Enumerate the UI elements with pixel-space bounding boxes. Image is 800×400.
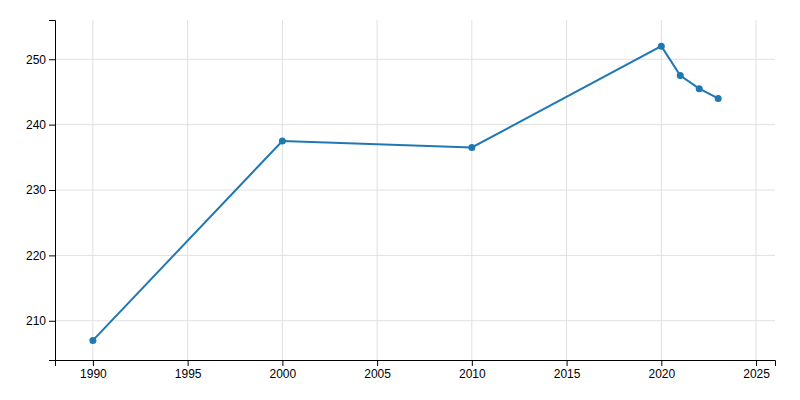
y-tick: 250 xyxy=(26,53,55,67)
y-tick-label: 240 xyxy=(26,118,46,132)
grid-line xyxy=(55,320,775,321)
x-tick-mark xyxy=(377,360,378,366)
point xyxy=(696,85,703,92)
x-axis: 1990 1995 2000 2005 2010 2015 2020 2025 xyxy=(56,360,776,381)
x-tick-mark xyxy=(567,360,568,366)
x-tick-label: 2005 xyxy=(364,367,391,381)
grid-line xyxy=(55,255,775,256)
plot: 1990 1995 2000 2005 2010 2015 2020 2025 210 220 23… xyxy=(26,20,776,381)
y-axis: 210 220 230 240 250 xyxy=(26,21,56,361)
x-tick-mark xyxy=(93,360,94,366)
line xyxy=(93,46,718,340)
x-tick-label: 2020 xyxy=(648,367,675,381)
y-tick: 230 xyxy=(26,183,55,197)
x-tick-label: 2025 xyxy=(743,367,770,381)
point xyxy=(468,144,475,151)
y-tick-label: 230 xyxy=(26,183,46,197)
grid-line xyxy=(55,59,775,60)
x-tick-label: 2010 xyxy=(459,367,486,381)
grid-line xyxy=(55,124,775,125)
x-tick: 2020 xyxy=(648,360,675,381)
point xyxy=(658,43,665,50)
x-tick-label: 2000 xyxy=(270,367,297,381)
y-tick: 220 xyxy=(26,249,55,263)
x-tick: 2005 xyxy=(364,360,391,381)
y-tick-mark xyxy=(49,125,55,126)
x-tick-label: 2015 xyxy=(554,367,581,381)
x-tick-mark xyxy=(661,360,662,366)
y-tick-mark xyxy=(49,321,55,322)
x-tick: 2015 xyxy=(554,360,581,381)
x-tick: 1995 xyxy=(175,360,202,381)
y-axis-line xyxy=(49,21,56,361)
point xyxy=(89,337,96,344)
y-tick-mark xyxy=(49,59,55,60)
x-axis-line xyxy=(56,361,776,367)
point xyxy=(279,137,286,144)
chart: 1990 1995 2000 2005 2010 2015 2020 2025 210 220 23… xyxy=(0,0,800,400)
x-tick: 2010 xyxy=(459,360,486,381)
point xyxy=(715,95,722,102)
y-tick: 240 xyxy=(26,118,55,132)
grid-line xyxy=(55,190,775,191)
y-tick-mark xyxy=(49,255,55,256)
point xyxy=(677,72,684,79)
x-tick-mark xyxy=(756,360,757,366)
x-tick: 2025 xyxy=(743,360,770,381)
y-tick-mark xyxy=(49,190,55,191)
x-tick-label: 1995 xyxy=(175,367,202,381)
grid xyxy=(55,20,775,360)
x-tick: 1990 xyxy=(80,360,107,381)
x-tick: 2000 xyxy=(270,360,297,381)
x-tick-mark xyxy=(472,360,473,366)
x-tick-mark xyxy=(188,360,189,366)
x-tick-mark xyxy=(282,360,283,366)
series xyxy=(89,43,721,344)
y-tick-label: 220 xyxy=(26,249,46,263)
y-tick: 210 xyxy=(26,314,55,328)
y-tick-label: 210 xyxy=(26,314,46,328)
x-tick-label: 1990 xyxy=(80,367,107,381)
y-tick-label: 250 xyxy=(26,53,46,67)
